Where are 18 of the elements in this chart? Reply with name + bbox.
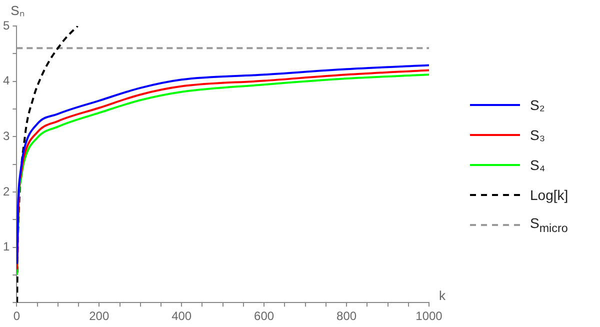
legend-label: S$_{micro}$ — [530, 215, 568, 235]
x-tick-label: 200 — [89, 309, 110, 324]
x-axis-title: k — [439, 288, 446, 304]
y-tick-label: 2 — [2, 184, 10, 198]
x-tick-label: 400 — [172, 309, 192, 324]
x-tick-label: 800 — [336, 309, 357, 324]
y-tick-label: 5 — [2, 18, 10, 32]
y-axis-title: Sₙ — [10, 3, 24, 18]
legend-label: Log[k] — [530, 187, 568, 203]
y-tick-label: 1 — [2, 240, 10, 254]
x-tick-label: 600 — [254, 309, 274, 324]
y-tick-label: 3 — [2, 128, 10, 143]
y-tick-label: 4 — [2, 74, 10, 88]
x-tick-label: 0 — [13, 309, 20, 324]
legend-label: S₂ — [530, 97, 545, 113]
x-tick-label: 1000 — [416, 309, 443, 324]
legend-label: S₃ — [530, 127, 546, 143]
legend-label: S₄ — [530, 157, 546, 173]
